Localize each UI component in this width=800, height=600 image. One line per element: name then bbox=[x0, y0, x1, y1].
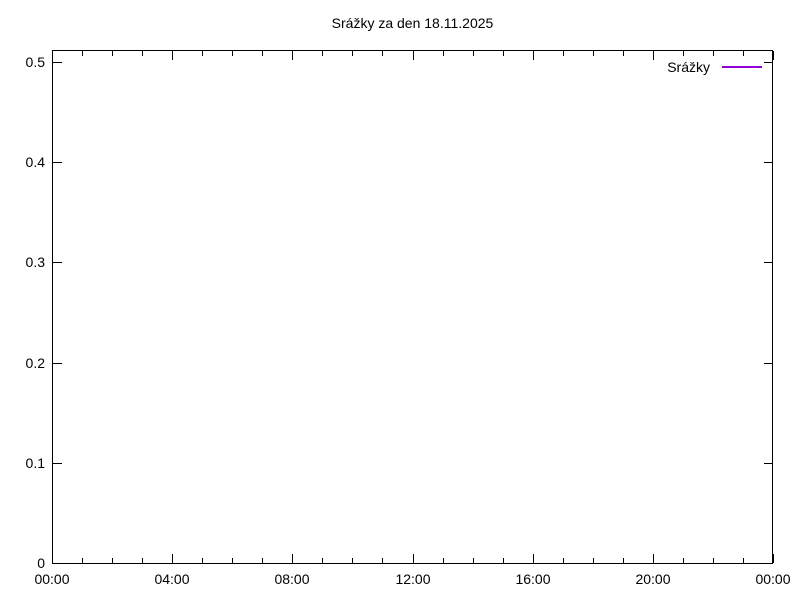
x-tick-label: 00:00 bbox=[34, 571, 70, 587]
axis-tick bbox=[112, 51, 113, 56]
y-tick-label: 0.3 bbox=[25, 254, 45, 270]
axis-tick bbox=[764, 262, 773, 263]
y-tick-label: 0 bbox=[37, 555, 45, 571]
axis-tick bbox=[53, 62, 62, 63]
axis-tick bbox=[112, 558, 113, 563]
axis-tick bbox=[52, 51, 53, 60]
axis-tick bbox=[53, 563, 62, 564]
axis-tick bbox=[764, 563, 773, 564]
axis-tick bbox=[713, 51, 714, 56]
axis-tick bbox=[262, 51, 263, 56]
axis-tick bbox=[743, 558, 744, 563]
axis-tick bbox=[352, 558, 353, 563]
axis-tick bbox=[473, 51, 474, 56]
plot-area bbox=[52, 50, 773, 564]
x-tick-label: 04:00 bbox=[154, 571, 190, 587]
y-tick-label: 0.1 bbox=[25, 455, 45, 471]
axis-tick bbox=[322, 51, 323, 56]
axis-tick bbox=[53, 463, 62, 464]
axis-tick bbox=[533, 51, 534, 60]
axis-tick bbox=[653, 554, 654, 563]
axis-tick bbox=[593, 558, 594, 563]
axis-tick bbox=[563, 558, 564, 563]
axis-tick bbox=[413, 554, 414, 563]
axis-tick bbox=[623, 51, 624, 56]
x-tick-label: 16:00 bbox=[515, 571, 551, 587]
axis-tick bbox=[322, 558, 323, 563]
axis-tick bbox=[52, 554, 53, 563]
legend: Srážky bbox=[560, 59, 762, 75]
axis-tick bbox=[473, 558, 474, 563]
x-tick-label: 20:00 bbox=[635, 571, 671, 587]
axis-tick bbox=[262, 558, 263, 563]
axis-tick bbox=[53, 262, 62, 263]
axis-tick bbox=[764, 363, 773, 364]
chart-title: Srážky za den 18.11.2025 bbox=[331, 15, 494, 31]
axis-tick bbox=[683, 558, 684, 563]
axis-tick bbox=[292, 554, 293, 563]
axis-tick bbox=[413, 51, 414, 60]
axis-tick bbox=[232, 51, 233, 56]
axis-tick bbox=[232, 558, 233, 563]
axis-tick bbox=[563, 51, 564, 56]
axis-tick bbox=[593, 51, 594, 56]
axis-tick bbox=[533, 554, 534, 563]
axis-tick bbox=[82, 51, 83, 56]
axis-tick bbox=[683, 51, 684, 56]
legend-label: Srážky bbox=[667, 59, 710, 75]
legend-line-sample bbox=[722, 66, 762, 68]
x-tick-label: 08:00 bbox=[274, 571, 310, 587]
axis-tick bbox=[773, 554, 774, 563]
axis-tick bbox=[53, 363, 62, 364]
axis-tick bbox=[764, 162, 773, 163]
y-tick-label: 0.4 bbox=[25, 154, 45, 170]
axis-tick bbox=[773, 51, 774, 60]
axis-tick bbox=[352, 51, 353, 56]
axis-tick bbox=[382, 558, 383, 563]
axis-tick bbox=[653, 51, 654, 60]
axis-tick bbox=[713, 558, 714, 563]
axis-tick bbox=[764, 62, 773, 63]
x-tick-label: 12:00 bbox=[395, 571, 431, 587]
x-tick-label: 00:00 bbox=[755, 571, 791, 587]
axis-tick bbox=[53, 162, 62, 163]
y-tick-label: 0.5 bbox=[25, 54, 45, 70]
axis-tick bbox=[142, 51, 143, 56]
axis-tick bbox=[142, 558, 143, 563]
axis-tick bbox=[82, 558, 83, 563]
axis-tick bbox=[743, 51, 744, 56]
axis-tick bbox=[623, 558, 624, 563]
axis-tick bbox=[172, 554, 173, 563]
axis-tick bbox=[443, 51, 444, 56]
axis-tick bbox=[292, 51, 293, 60]
axis-tick bbox=[382, 51, 383, 56]
axis-tick bbox=[202, 558, 203, 563]
axis-tick bbox=[764, 463, 773, 464]
axis-tick bbox=[202, 51, 203, 56]
y-tick-label: 0.2 bbox=[25, 355, 45, 371]
axis-tick bbox=[172, 51, 173, 60]
axis-tick bbox=[503, 51, 504, 56]
axis-tick bbox=[443, 558, 444, 563]
axis-tick bbox=[503, 558, 504, 563]
